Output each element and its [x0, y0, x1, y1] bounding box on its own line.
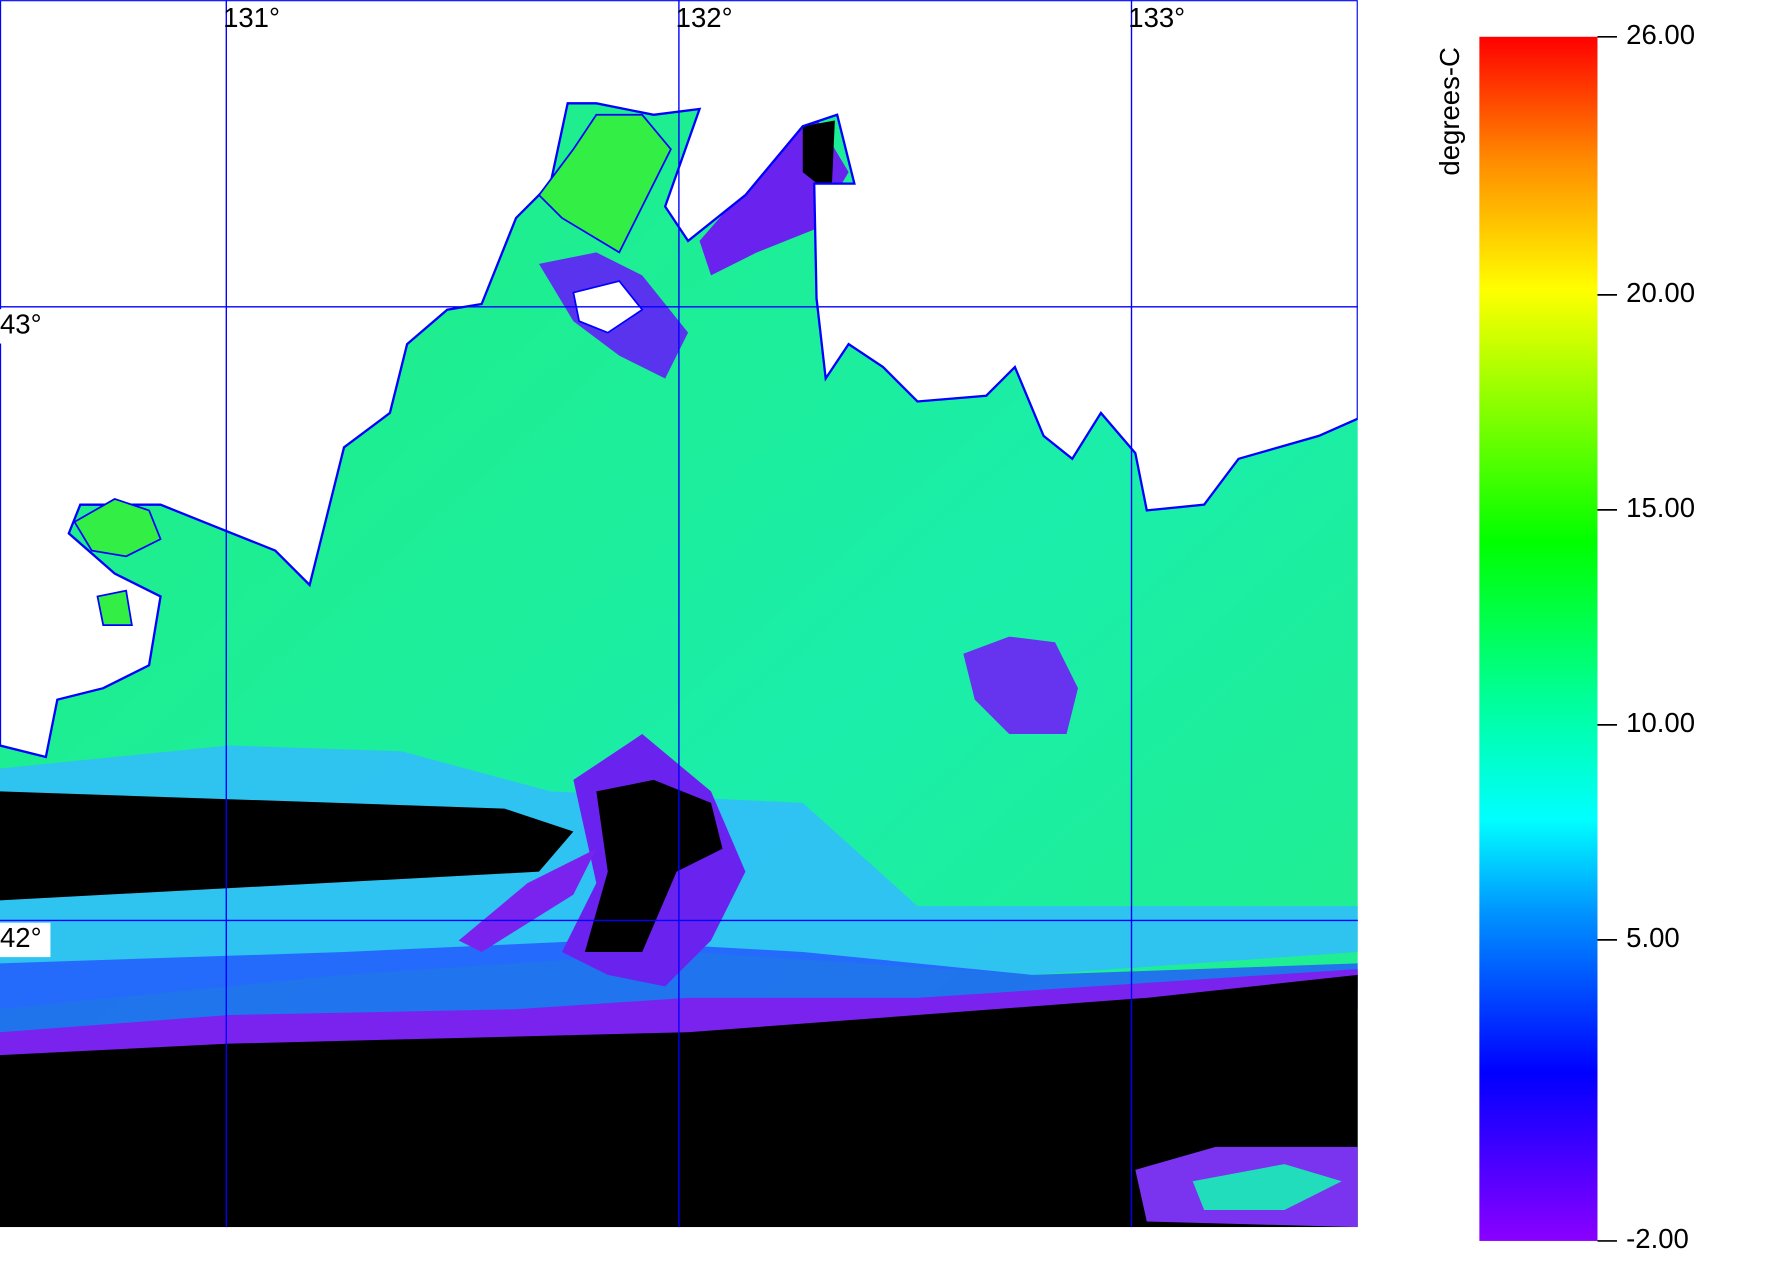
colorbar	[1479, 36, 1598, 1241]
colorbar-tick-label: 5.00	[1626, 922, 1680, 953]
lon-label: 133°	[1128, 2, 1185, 33]
lat-label-bg	[0, 922, 51, 958]
colorbar-ticks: 26.00 20.00 15.00 10.00 5.00 -2.00	[1597, 19, 1695, 1254]
graticule: 131° 132° 133° 43° 42°	[0, 0, 1358, 1228]
lat-label: 42°	[0, 922, 42, 953]
colorbar-tick-label: 20.00	[1626, 277, 1695, 308]
lon-label: 131°	[223, 2, 280, 33]
colorbar-label: degrees-C	[1434, 47, 1465, 175]
lat-label: 43°	[0, 309, 42, 340]
lon-label: 132°	[676, 2, 733, 33]
lat-label-bg	[0, 309, 51, 344]
colorbar-tick-label: 15.00	[1626, 492, 1695, 523]
colorbar-tick-label: 10.00	[1626, 707, 1695, 738]
colorbar-tick-label: -2.00	[1626, 1223, 1689, 1254]
colorbar-tick-label: 26.00	[1626, 19, 1695, 50]
